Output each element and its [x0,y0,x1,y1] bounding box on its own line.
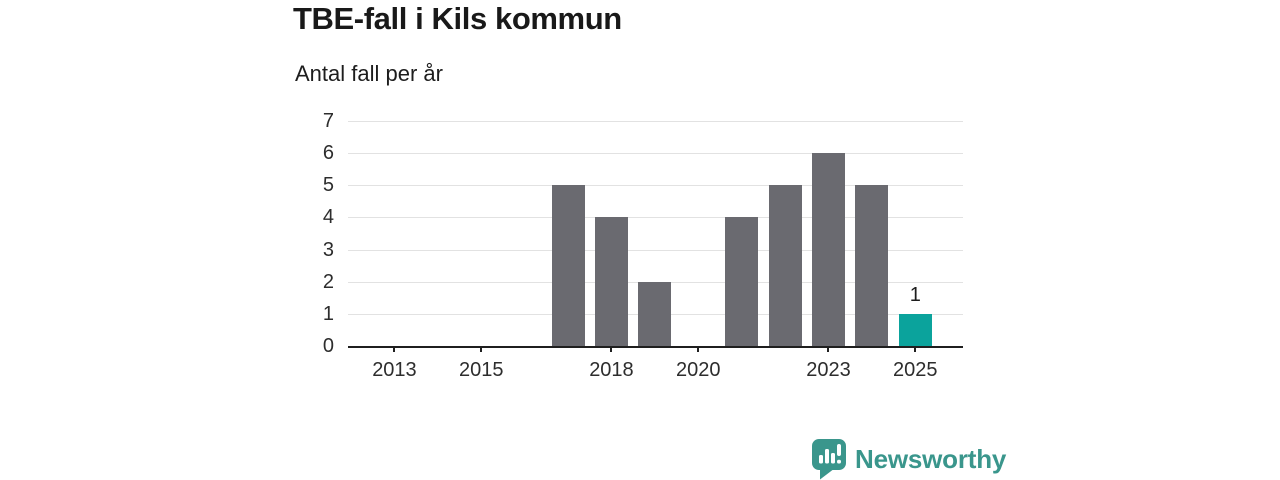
highlight-data-label: 1 [909,283,921,306]
x-tick-label-2023: 2023 [806,359,851,381]
y-tick-label-1: 1 [322,302,334,325]
gridline-5 [348,185,963,187]
newsworthy-logo-icon [812,438,846,479]
y-tick-label-0: 0 [322,335,334,357]
x-axis-line [348,346,963,348]
bar-2022 [768,185,802,346]
bar-2024 [855,185,889,346]
x-tick-label-2013: 2013 [372,359,417,381]
x-tick-2015 [480,346,483,352]
bar-2018 [594,217,628,346]
y-tick-label-4: 4 [322,206,334,229]
bar-2021 [725,217,759,346]
x-tick-label-2025: 2025 [893,359,938,381]
chart-subtitle: Antal fall per år [295,61,443,86]
y-tick-label-3: 3 [322,238,334,261]
x-tick-label-2018: 2018 [589,359,634,381]
x-tick-label-2015: 2015 [458,359,504,381]
bar-2017 [551,185,585,346]
x-tick-2023 [827,346,830,352]
bar-2025 [898,313,932,346]
y-tick-label-5: 5 [322,174,334,197]
y-tick-label-2: 2 [322,270,334,293]
y-tick-label-7: 7 [322,110,334,132]
x-tick-2025 [914,346,917,352]
x-tick-2018 [610,346,613,352]
x-tick-2013 [393,346,396,352]
y-tick-label-6: 6 [322,142,334,165]
plot-area: 0 1 2 3 4 5 6 7 2013 2015 2018 2020 2023 2025 1 [323,110,963,381]
bar-2023 [811,153,845,346]
bar-2019 [638,281,672,346]
x-tick-2020 [697,346,700,352]
x-tick-label-2020: 2020 [676,359,721,381]
gridline-3 [348,249,963,251]
gridline-4 [348,217,963,219]
gridline-6 [348,153,963,155]
newsworthy-logo: Newsworthy [812,438,1006,480]
newsworthy-logo-text: Newsworthy [855,444,1007,474]
gridline-7 [348,121,963,122]
chart-title: TBE-fall i Kils kommun [293,1,622,36]
